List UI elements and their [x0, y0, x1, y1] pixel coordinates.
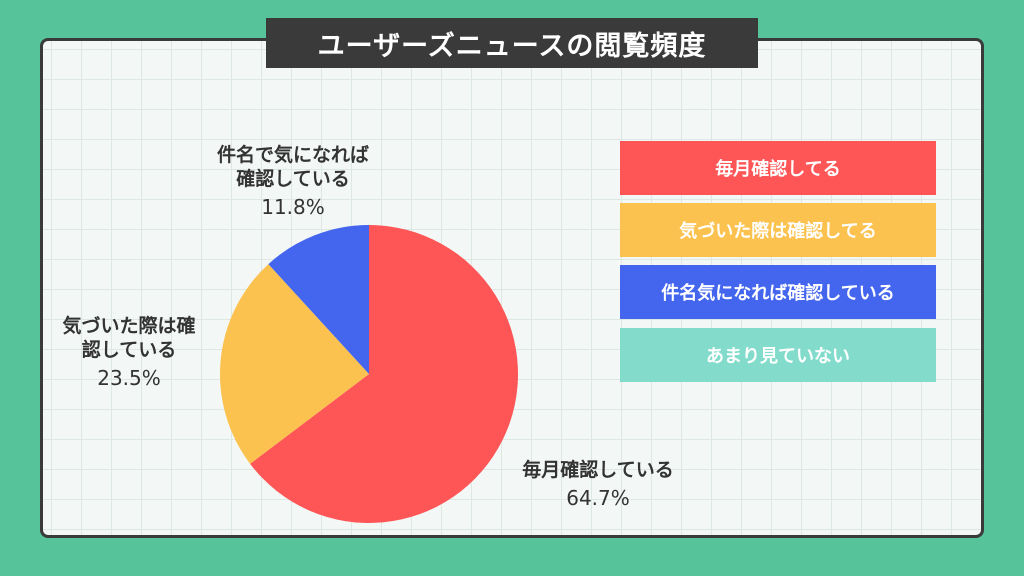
slice-label-kenmei-line1: 件名で気になれば [216, 144, 369, 166]
slice-label-kizuita: 気づいた際は確 認している 23.5% [44, 314, 214, 390]
pie-slice-maitsuki [250, 225, 518, 524]
chart-title: ユーザーズニュースの閲覧頻度 [266, 18, 758, 68]
slice-label-kenmei: 件名で気になれば 確認している 11.8% [198, 143, 388, 219]
legend-item-kenmei: 件名気になれば確認している [620, 265, 936, 319]
slice-label-maitsuki: 毎月確認している 64.7% [500, 458, 696, 510]
slice-label-kizuita-line2: 認している [81, 339, 177, 361]
legend-item-maitsuki: 毎月確認してる [620, 141, 936, 195]
legend-item-kizuita: 気づいた際は確認してる [620, 203, 936, 257]
pie-slice-kizuita [220, 264, 369, 464]
slice-label-kizuita-value: 23.5% [97, 366, 161, 390]
slice-label-kenmei-line2: 確認している [236, 168, 350, 190]
slice-label-kenmei-value: 11.8% [261, 195, 325, 219]
slice-label-kizuita-line1: 気づいた際は確 [62, 315, 196, 337]
pie-slice-kenmei [268, 225, 369, 374]
slice-label-maitsuki-value: 64.7% [566, 486, 630, 510]
slice-label-maitsuki-line1: 毎月確認している [522, 459, 674, 481]
legend-item-amari: あまり見ていない [620, 328, 936, 382]
